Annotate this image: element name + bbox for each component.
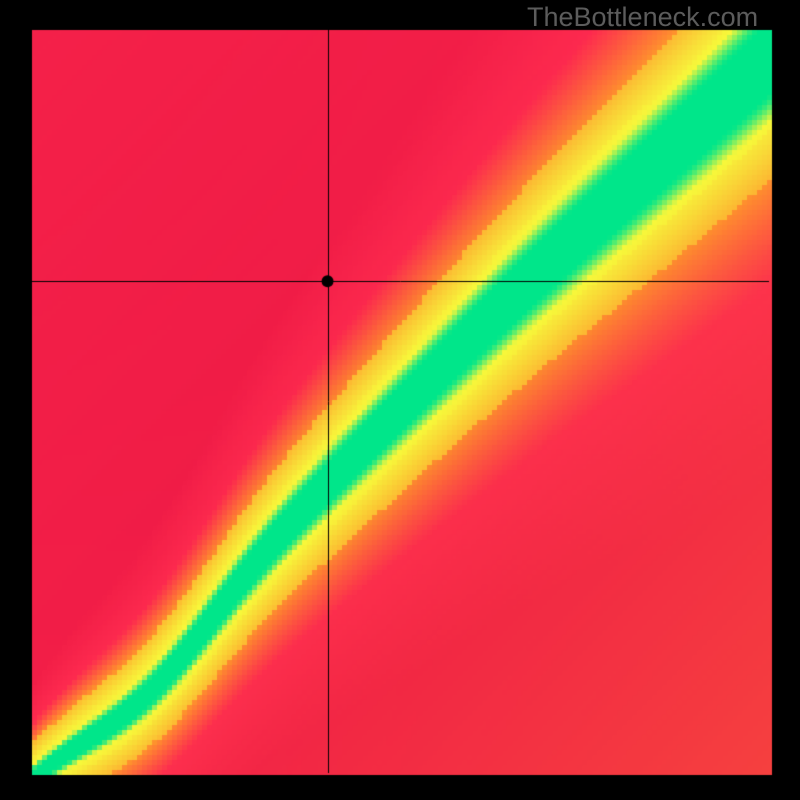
chart-root: TheBottleneck.com (0, 0, 800, 800)
heatmap-canvas (0, 0, 800, 800)
watermark-text: TheBottleneck.com (527, 2, 758, 33)
